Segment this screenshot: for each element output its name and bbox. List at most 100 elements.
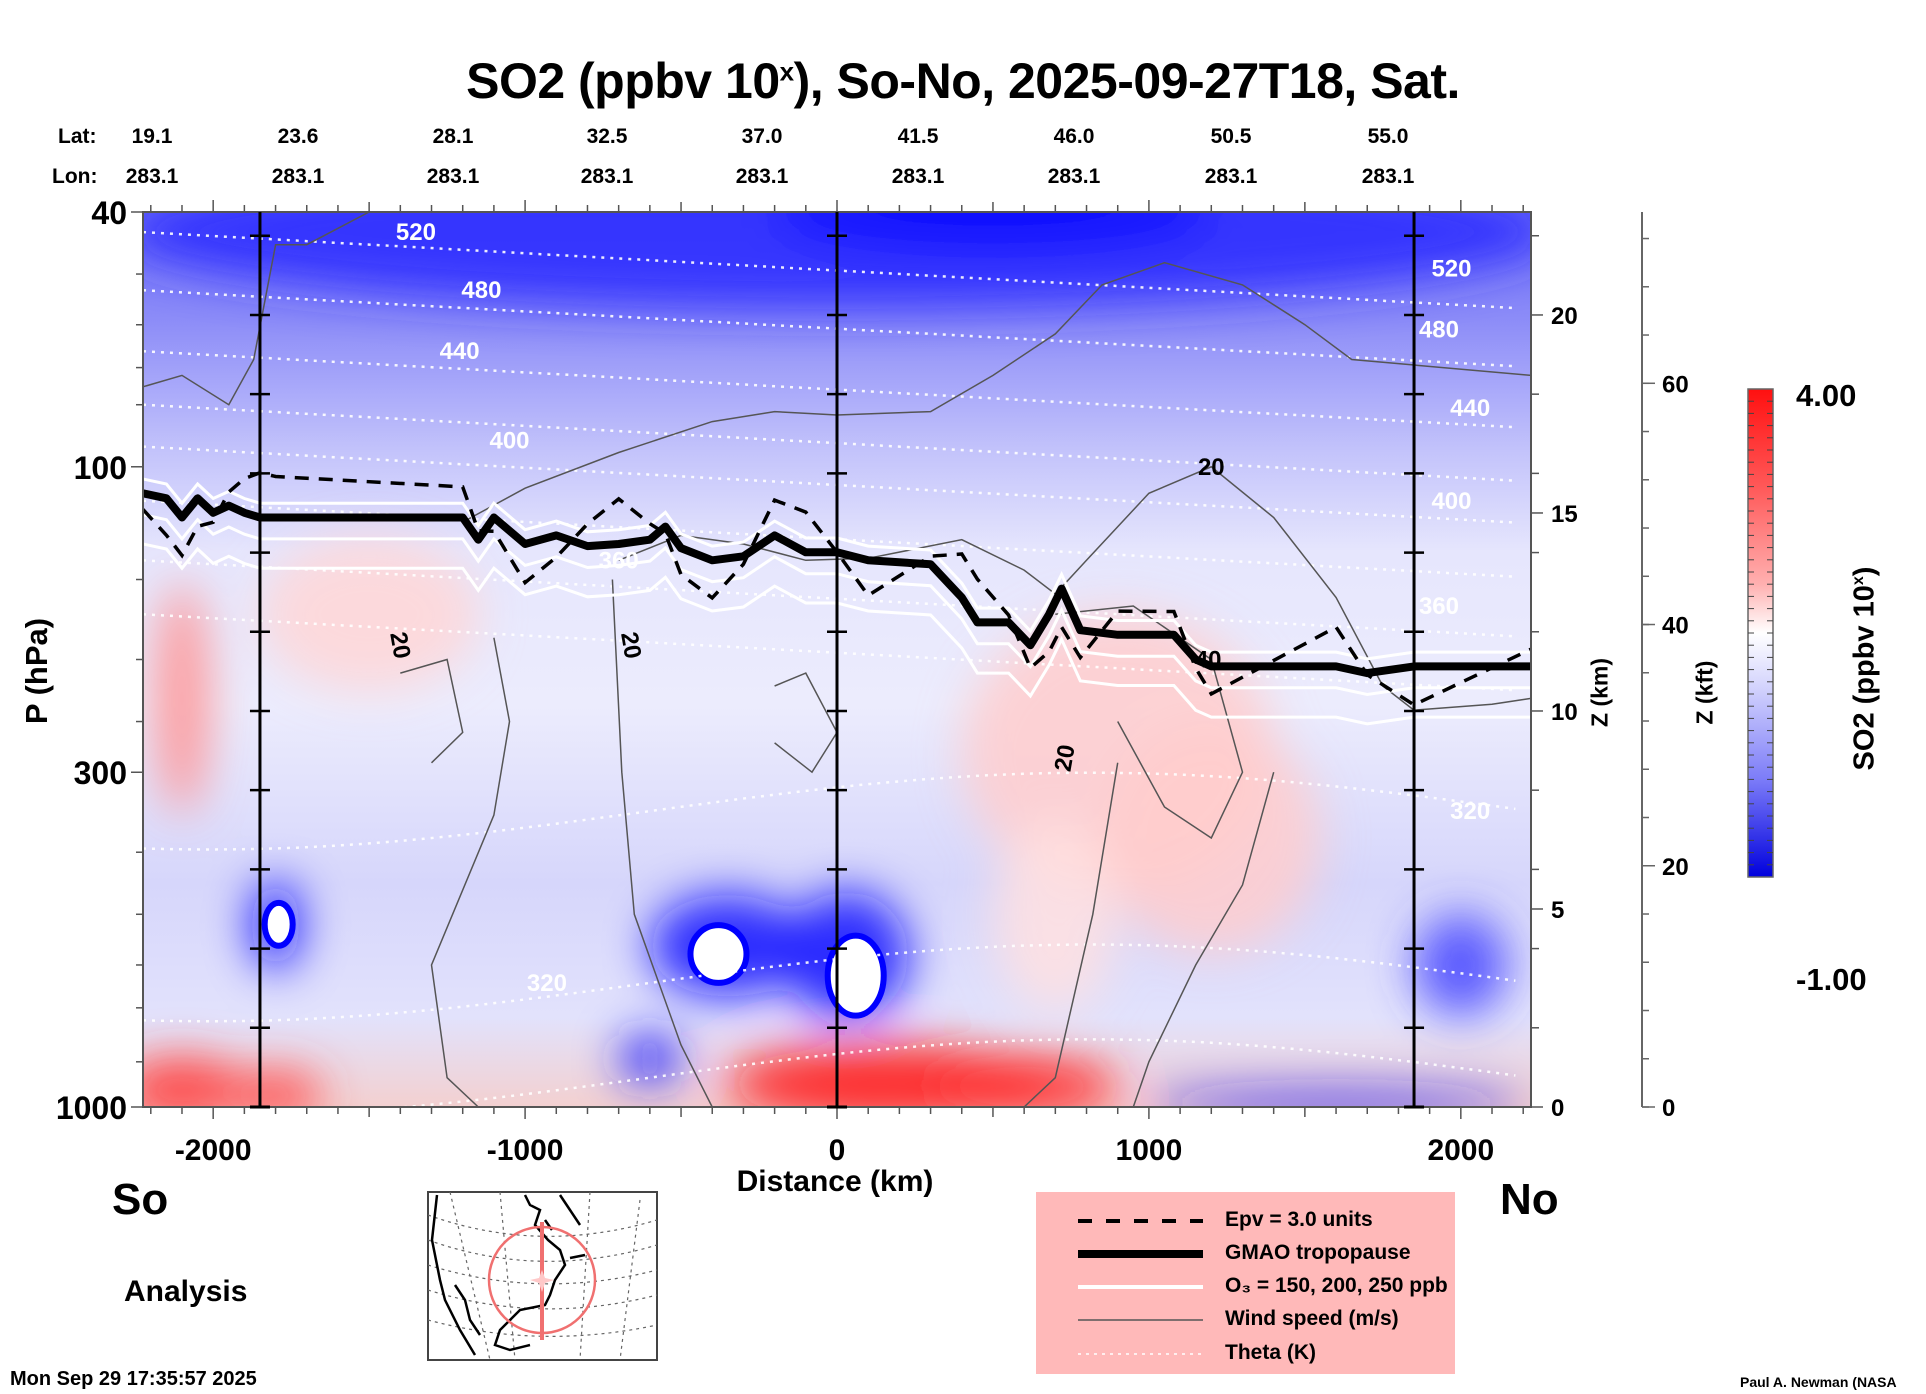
field-blob: [228, 1070, 323, 1107]
lat-label: Lat:: [58, 125, 97, 148]
field-blob: [143, 1057, 245, 1107]
wind-speed-contour: [143, 212, 370, 406]
theta-contour: [143, 288, 1516, 368]
station-lon: 283.1: [580, 165, 634, 188]
credit-label: Paul A. Newman (NASA: [1740, 1374, 1897, 1390]
station-lat: 46.0: [1053, 125, 1095, 148]
map-center-star-icon: [530, 1270, 554, 1292]
south-label: So: [112, 1175, 169, 1224]
z-km-tick-label: 20: [1551, 303, 1578, 330]
legend-item-label: O₃ = 150, 200, 250 ppb: [1225, 1274, 1448, 1297]
station-lon: 283.1: [271, 165, 325, 188]
wind-speed-label: 20: [615, 630, 646, 661]
station-lat: 50.5: [1210, 125, 1252, 148]
station-lat: 19.1: [131, 125, 173, 148]
z-km-tick-label: 15: [1551, 501, 1578, 528]
station-lon: 283.1: [735, 165, 789, 188]
y-tick-label: 100: [74, 450, 127, 486]
legend-item-label: GMAO tropopause: [1225, 1241, 1411, 1264]
station-lon: 283.1: [1204, 165, 1258, 188]
station-lon: 283.1: [426, 165, 480, 188]
wind-speed-label: 20: [1050, 743, 1081, 774]
field-blob: [774, 212, 1212, 251]
station-lat: 32.5: [586, 125, 628, 148]
wind-speed-contour: [1023, 762, 1119, 1107]
wind-speed-label: 40: [1195, 647, 1222, 674]
field-blob: [618, 1032, 682, 1085]
ozone-contour: [143, 542, 1531, 726]
wind-speed-label: 20: [1198, 454, 1225, 481]
z-kft-tick-label: 20: [1662, 854, 1689, 881]
x-tick-label: -1000: [487, 1134, 564, 1167]
north-label: No: [1500, 1175, 1559, 1224]
theta-label: 480: [1419, 316, 1459, 343]
lon-label: Lon:: [52, 165, 98, 188]
field-blob: [1414, 913, 1508, 1017]
legend-item-label: Epv = 3.0 units: [1225, 1208, 1373, 1231]
ozone-contour: [143, 513, 1531, 697]
field-blob: [992, 818, 1118, 1011]
theta-label: 400: [1431, 488, 1471, 515]
ozone-contour: [143, 477, 1531, 661]
y-axis-label: P (hPa): [19, 617, 54, 725]
x-tick-label: 1000: [1116, 1134, 1183, 1167]
z-km-tick-label: 0: [1551, 1095, 1564, 1122]
wind-speed-contour: [430, 637, 511, 1107]
field-blob: [153, 583, 211, 814]
colorbar-min-label: -1.00: [1796, 962, 1867, 997]
z-km-tick-label: 5: [1551, 897, 1564, 924]
station-lon: 283.1: [1361, 165, 1415, 188]
theta-contour: [143, 613, 1516, 692]
theta-label: 320: [527, 970, 567, 997]
legend-box: [1036, 1192, 1455, 1374]
z-kft-axis-label: Z (kft): [1691, 660, 1718, 725]
colorbar-max-label: 4.00: [1796, 378, 1857, 413]
theta-label: 440: [440, 338, 480, 365]
y-tick-label: 1000: [56, 1090, 127, 1126]
station-lon: 283.1: [125, 165, 179, 188]
legend-item-label: Theta (K): [1225, 1341, 1316, 1364]
field-blob: [930, 1054, 1118, 1107]
saturated-patch: [687, 922, 750, 986]
z-km-axis-label: Z (km): [1586, 658, 1613, 727]
map-coastline: [430, 1194, 586, 1356]
field-blob: [1148, 1091, 1524, 1107]
wind-speed-label: 20: [384, 630, 415, 661]
station-lat: 23.6: [277, 125, 319, 148]
analysis-label: Analysis: [124, 1275, 248, 1308]
colorbar: [1747, 388, 1774, 878]
theta-contour: [143, 230, 1516, 310]
x-tick-label: 2000: [1427, 1134, 1494, 1167]
z-kft-tick-label: 0: [1662, 1095, 1675, 1122]
epv-contour: [143, 470, 1531, 707]
colorbar-label: SO2 (ppbv 10x): [1848, 566, 1881, 771]
wind-speed-contour: [618, 465, 1531, 711]
z-kft-tick-label: 60: [1662, 371, 1689, 398]
theta-label: 400: [489, 428, 529, 455]
theta-contour: [143, 445, 1516, 524]
wind-speed-contour: [400, 658, 464, 764]
theta-contour: [143, 349, 1516, 429]
theta-label: 320: [1450, 798, 1490, 825]
wind-speed-contour: [611, 579, 713, 1107]
x-tick-label: -2000: [175, 1134, 252, 1167]
theta-label: 360: [599, 547, 639, 574]
tropopause-line: [143, 489, 1531, 678]
inset-map: [427, 1191, 658, 1361]
wind-speed-contour: [462, 261, 1531, 523]
theta-label: 520: [396, 219, 436, 246]
station-lon: 283.1: [1047, 165, 1101, 188]
theta-label: 440: [1450, 395, 1490, 422]
station-lat: 37.0: [741, 125, 783, 148]
field-blob: [259, 537, 479, 692]
theta-contour: [143, 559, 1516, 638]
y-tick-label: 40: [91, 195, 127, 231]
theta-label: 360: [1419, 593, 1459, 620]
chart-title: SO2 (ppbv 10x), So-No, 2025-09-27T18, Sa…: [466, 53, 1460, 109]
station-lat: 28.1: [432, 125, 474, 148]
theta-label: 480: [461, 277, 501, 304]
theta-contour: [143, 499, 1516, 578]
station-lat: 41.5: [897, 125, 939, 148]
theta-contour: [143, 403, 1516, 482]
